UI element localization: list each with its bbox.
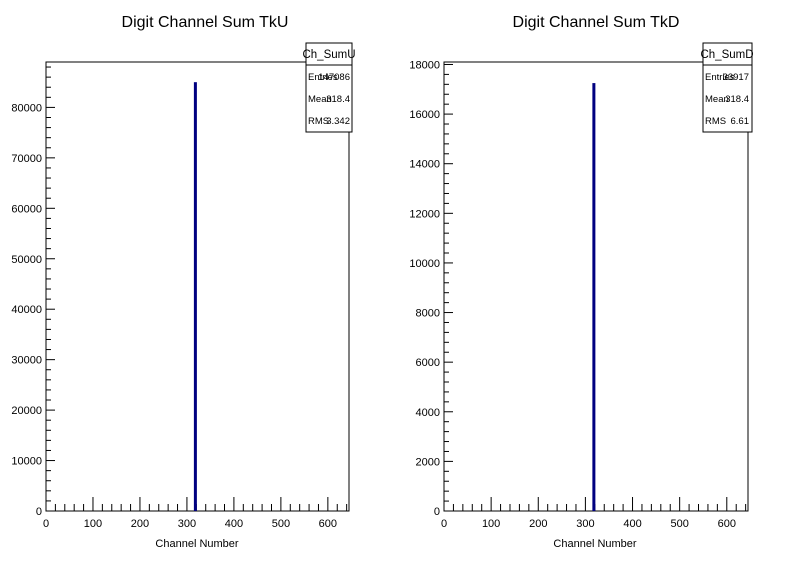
- x-tick-label: 0: [441, 518, 447, 530]
- y-tick-label: 60000: [11, 203, 42, 215]
- stats-value-rms: 3.342: [326, 116, 350, 127]
- stats-value-entries: 33917: [723, 72, 749, 83]
- y-tick-label: 12000: [409, 208, 440, 220]
- chart-title: Digit Channel Sum TkD: [513, 14, 680, 31]
- x-tick-label: 500: [272, 518, 290, 530]
- y-tick-label: 2000: [416, 456, 440, 468]
- histogram-pad-tkd: Digit Channel Sum TkD 0 100 200 300 400 500 60…: [409, 14, 753, 550]
- x-tick-label: 400: [225, 518, 243, 530]
- axes: 0 100 200 300 400 500 600 0 10000 20000 30000 40000…: [11, 66, 348, 530]
- y-tick-label: 18000: [409, 59, 440, 71]
- stats-box-name: Ch_SumD: [700, 49, 753, 61]
- y-tick-label: 20000: [11, 405, 42, 417]
- stats-label-entries: Entries: [308, 72, 338, 83]
- x-tick-label: 100: [482, 518, 500, 530]
- histogram-bars: [193, 82, 197, 511]
- stats-value-entries: 147086: [318, 72, 350, 83]
- y-tick-label: 6000: [416, 357, 440, 369]
- stats-value-rms: 6.61: [731, 116, 750, 127]
- axes: 0 100 200 300 400 500 600020004000600080001000…: [409, 59, 747, 530]
- chart-title: Digit Channel Sum TkU: [122, 14, 289, 31]
- y-tick-label: 14000: [409, 159, 440, 171]
- x-axis-label: Channel Number: [553, 538, 636, 550]
- x-axis-label: Channel Number: [155, 538, 238, 550]
- stats-label-mean: Mean: [308, 94, 332, 105]
- histogram-bin: [592, 83, 596, 511]
- stats-value-mean: 318.4: [326, 94, 350, 105]
- y-tick-label: 10000: [11, 456, 42, 468]
- stats-box: Ch_SumD Entries 33917 Mean 318.4 RMS 6.6…: [700, 42, 754, 133]
- x-tick-label: 100: [84, 518, 102, 530]
- y-tick-label: 30000: [11, 355, 42, 367]
- y-tick-label: 10000: [409, 258, 440, 270]
- y-tick-label: 0: [36, 506, 42, 518]
- x-tick-label: 300: [576, 518, 594, 530]
- y-tick-label: 16000: [409, 109, 440, 121]
- stats-box: Ch_SumU Entries 147086 Mean 318.4 RMS 3.…: [302, 42, 356, 133]
- histogram-bin: [193, 82, 197, 511]
- x-tick-label: 600: [319, 518, 337, 530]
- x-tick-label: 400: [623, 518, 641, 530]
- stats-label-entries: Entries: [705, 72, 735, 83]
- x-tick-label: 0: [43, 518, 49, 530]
- stats-label-rms: RMS: [308, 116, 329, 127]
- x-tick-label: 600: [718, 518, 736, 530]
- stats-value-mean: 318.4: [725, 94, 749, 105]
- y-tick-label: 40000: [11, 304, 42, 316]
- y-tick-label: 80000: [11, 102, 42, 114]
- x-tick-label: 300: [178, 518, 196, 530]
- x-tick-label: 500: [670, 518, 688, 530]
- plot-frame: [443, 61, 749, 512]
- histogram-pad-tku: Digit Channel Sum TkU 0 100 200 300 400 500 60…: [11, 14, 355, 550]
- stats-label-rms: RMS: [705, 116, 726, 127]
- stats-box-name: Ch_SumU: [302, 49, 355, 61]
- x-tick-label: 200: [131, 518, 149, 530]
- y-tick-label: 8000: [416, 308, 440, 320]
- histogram-bars: [592, 83, 596, 511]
- y-tick-label: 50000: [11, 254, 42, 266]
- y-tick-label: 70000: [11, 153, 42, 165]
- y-tick-label: 4000: [416, 407, 440, 419]
- x-tick-label: 200: [529, 518, 547, 530]
- stats-label-mean: Mean: [705, 94, 729, 105]
- y-tick-label: 0: [434, 506, 440, 518]
- plot-frame: [45, 61, 350, 512]
